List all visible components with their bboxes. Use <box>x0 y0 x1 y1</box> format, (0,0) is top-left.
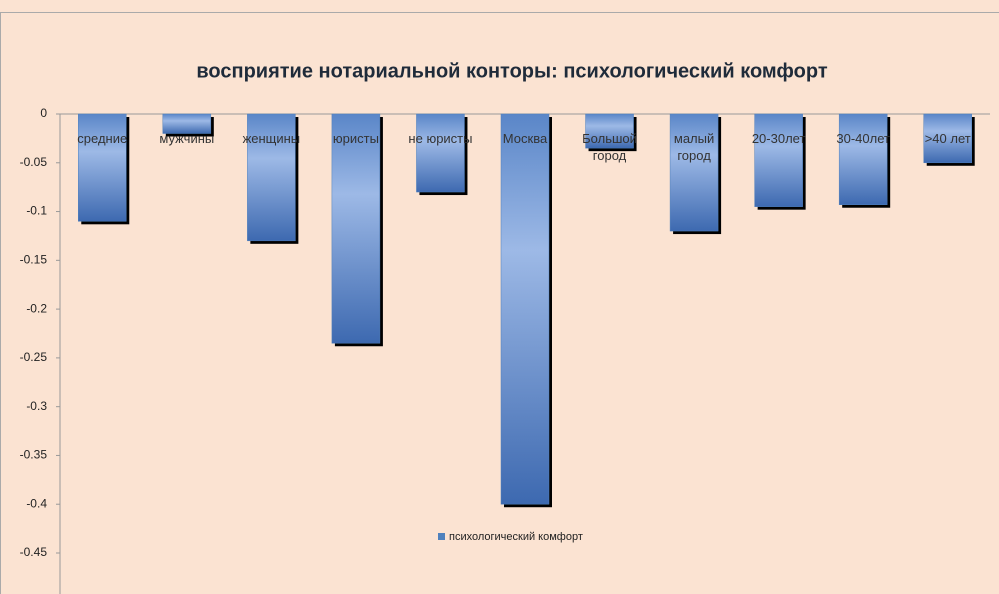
y-tick-label: -0.4 <box>26 496 47 510</box>
x-tick-label: Большой город <box>582 131 637 163</box>
bar <box>78 113 127 222</box>
y-tick-label: -0.3 <box>26 399 47 413</box>
x-tick-label: юристы <box>332 131 379 146</box>
x-tick-label: женщины <box>242 131 301 146</box>
bar <box>500 113 550 505</box>
bar <box>754 113 803 207</box>
x-tick-label: малый город <box>673 131 715 163</box>
y-tick-label: -0.05 <box>20 155 48 169</box>
y-tick-label: -0.25 <box>20 350 48 364</box>
bar <box>923 113 972 164</box>
bar <box>585 113 634 149</box>
legend-swatch <box>438 533 445 540</box>
y-tick-label: -0.2 <box>26 301 47 315</box>
x-tick-label: средние <box>77 131 128 146</box>
y-tick-label: -0.1 <box>26 204 47 218</box>
bar <box>669 113 719 232</box>
bar <box>838 113 888 205</box>
x-tick-label: >40 лет <box>924 131 971 146</box>
bar <box>247 113 296 242</box>
x-tick-label: Москва <box>502 131 548 146</box>
y-tick-label: -0.35 <box>20 448 48 462</box>
bar <box>331 113 381 344</box>
x-tick-label: 20-30лет <box>751 131 806 146</box>
legend-label: психологический комфорт <box>449 531 583 543</box>
chart-title: восприятие нотариальной конторы: психоло… <box>196 60 827 82</box>
y-tick-label: 0 <box>40 106 47 120</box>
y-tick-label: -0.45 <box>20 545 48 559</box>
frame <box>0 12 999 594</box>
bar <box>416 113 465 193</box>
x-tick-label: мужчины <box>159 131 215 146</box>
x-tick-label: 30-40лет <box>836 131 890 146</box>
bar <box>162 113 212 134</box>
y-tick-label: -0.15 <box>20 253 48 267</box>
x-tick-label: не юристы <box>408 131 473 146</box>
